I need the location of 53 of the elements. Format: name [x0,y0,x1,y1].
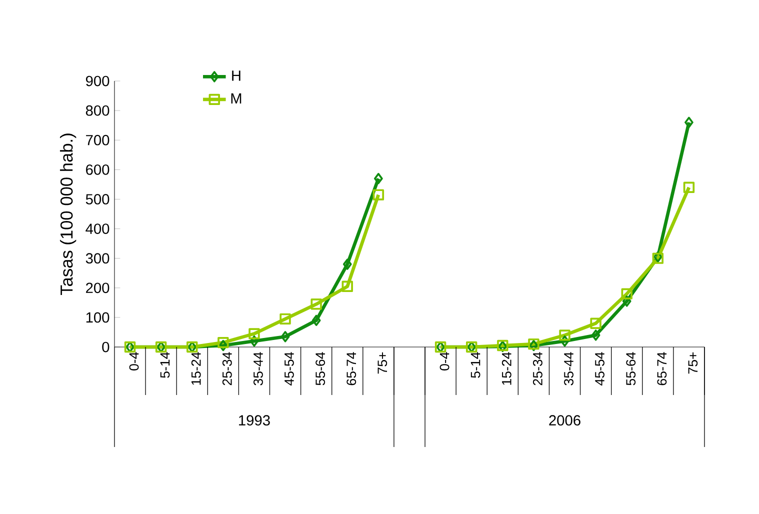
x-tick-label: 15-24 [191,352,201,385]
x-tick-label: 55-64 [626,352,636,386]
point [622,296,632,307]
point [342,280,353,292]
x-tick-label: 0-4 [129,352,139,370]
y-tick-label: 400 [86,224,110,234]
point [310,298,322,310]
point [248,328,260,340]
x-tick-label: 5-14 [470,352,480,378]
x-tick-label: 45-54 [284,352,294,386]
y-tick-label: 300 [86,253,110,264]
point [372,189,384,200]
text: 1993 [239,415,270,426]
point [683,182,695,193]
point [559,330,570,341]
point [684,116,694,128]
point [621,288,632,300]
legend-label: H [232,70,240,81]
point [280,331,290,342]
point [591,330,600,341]
x-tick-label: 5-14 [160,352,170,378]
x-tick-label: 0-4 [440,352,450,370]
y-tick-label: 100 [86,312,110,323]
y-tick-label: 600 [86,164,110,175]
point [250,335,259,347]
text: 2006 [549,415,580,426]
y-axis-title: Tasas (100 000 hab.) [60,134,76,296]
x-tick-label: 25-34 [532,352,542,386]
y-tick-label: 900 [86,76,110,86]
x-tick-label: 75+ [688,352,698,374]
x-tick-label: 55-64 [316,352,326,386]
point [342,258,352,270]
point [312,314,321,326]
x-tick-label: 15-24 [502,352,512,385]
point [374,172,383,184]
point [560,335,570,347]
x-tick-label: 65-74 [657,352,667,386]
y-tick-label: 700 [86,134,110,146]
point [590,318,602,329]
x-tick-label: 25-34 [222,352,232,386]
y-tick-label: 500 [86,194,110,204]
x-tick-label: 75+ [378,352,388,374]
point [280,313,291,325]
y-tick-label: 200 [86,282,110,294]
x-tick-label: 35-44 [254,352,263,386]
x-tick-label: 45-54 [595,352,604,386]
y-tick-label: 800 [86,105,110,116]
y-tick-label: 0 [102,342,110,352]
point [218,340,228,352]
x-tick-label: 35-44 [564,352,574,386]
x-tick-label: 65-74 [346,352,356,386]
point [218,336,229,348]
legend-label: M [231,93,242,104]
